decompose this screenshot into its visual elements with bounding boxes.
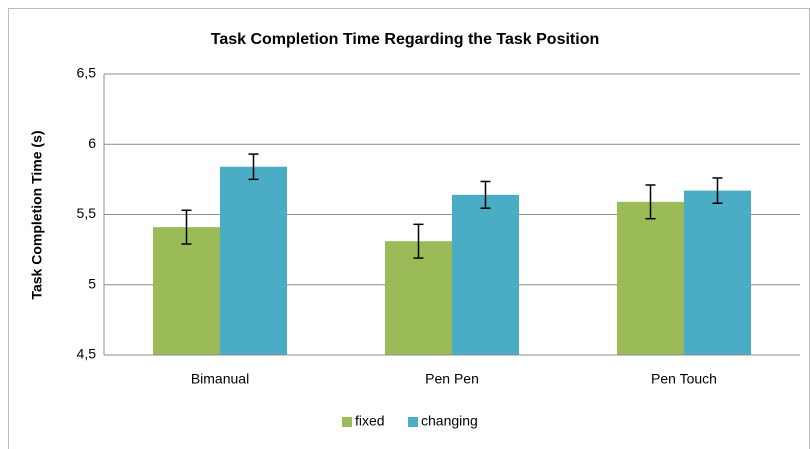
error-bar xyxy=(248,153,259,181)
y-tick-label: 4,5 xyxy=(77,346,97,362)
bar xyxy=(617,201,684,355)
error-bar xyxy=(181,209,192,245)
legend-swatch xyxy=(408,417,418,427)
y-tick-label: 5,5 xyxy=(77,205,97,221)
bar xyxy=(684,190,751,355)
error-bar xyxy=(645,184,656,220)
y-tick-label: 6 xyxy=(88,135,96,151)
bar xyxy=(153,227,220,355)
chart-title: Task Completion Time Regarding the Task … xyxy=(211,31,600,48)
x-tick-label: Bimanual xyxy=(191,371,249,387)
legend-label: fixed xyxy=(355,413,385,429)
legend-label: changing xyxy=(421,413,478,429)
y-axis-label: Task Completion Time (s) xyxy=(29,130,45,299)
error-bar xyxy=(712,177,723,205)
x-tick-label: Pen Pen xyxy=(425,371,479,387)
x-tick-label: Pen Touch xyxy=(651,371,717,387)
bar xyxy=(385,241,452,355)
bar xyxy=(220,166,287,355)
bar xyxy=(452,194,519,355)
legend-swatch xyxy=(342,417,352,427)
error-bar xyxy=(413,223,424,259)
error-bar xyxy=(480,180,491,209)
y-tick-label: 5 xyxy=(88,275,96,291)
y-tick-label: 6,5 xyxy=(77,65,97,81)
